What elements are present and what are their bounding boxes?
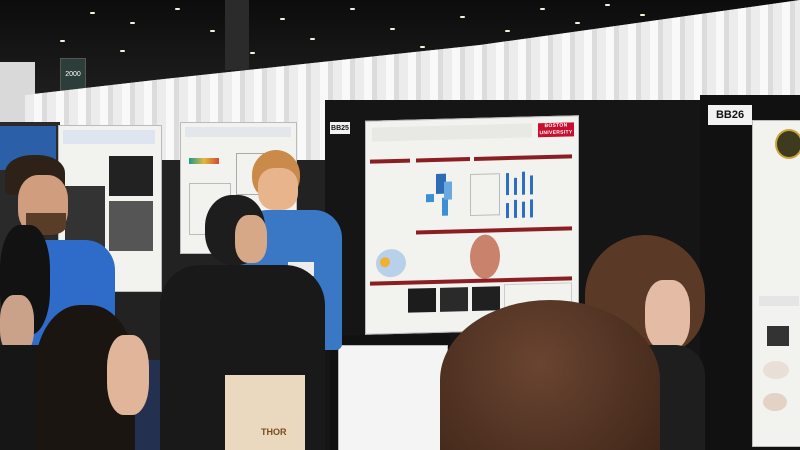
booth-number-text: BB25 (331, 124, 349, 132)
section-header (370, 158, 410, 164)
lower-blank-poster (338, 345, 448, 450)
right-poster (752, 120, 800, 447)
attendee-foreground-head (440, 300, 665, 450)
section-header (416, 157, 470, 163)
attendee-woman-glasses (35, 305, 150, 450)
boston-university-logo: BOSTON UNIVERSITY (538, 122, 574, 138)
ceiling-pillar (225, 0, 249, 70)
tote-bag-text: THOR (261, 427, 287, 437)
booth-number-tag: BB25 (330, 122, 350, 134)
attendee-black-jacket: THOR (160, 195, 335, 450)
booth-number-tag: BB26 (708, 105, 752, 125)
overhead-sign: 2000 (60, 58, 86, 92)
section-header (474, 154, 572, 161)
booth-number-text-right: BB26 (715, 109, 745, 121)
overhead-sign-text: 2000 (65, 71, 81, 78)
logo-text: BOSTON UNIVERSITY (539, 122, 573, 137)
